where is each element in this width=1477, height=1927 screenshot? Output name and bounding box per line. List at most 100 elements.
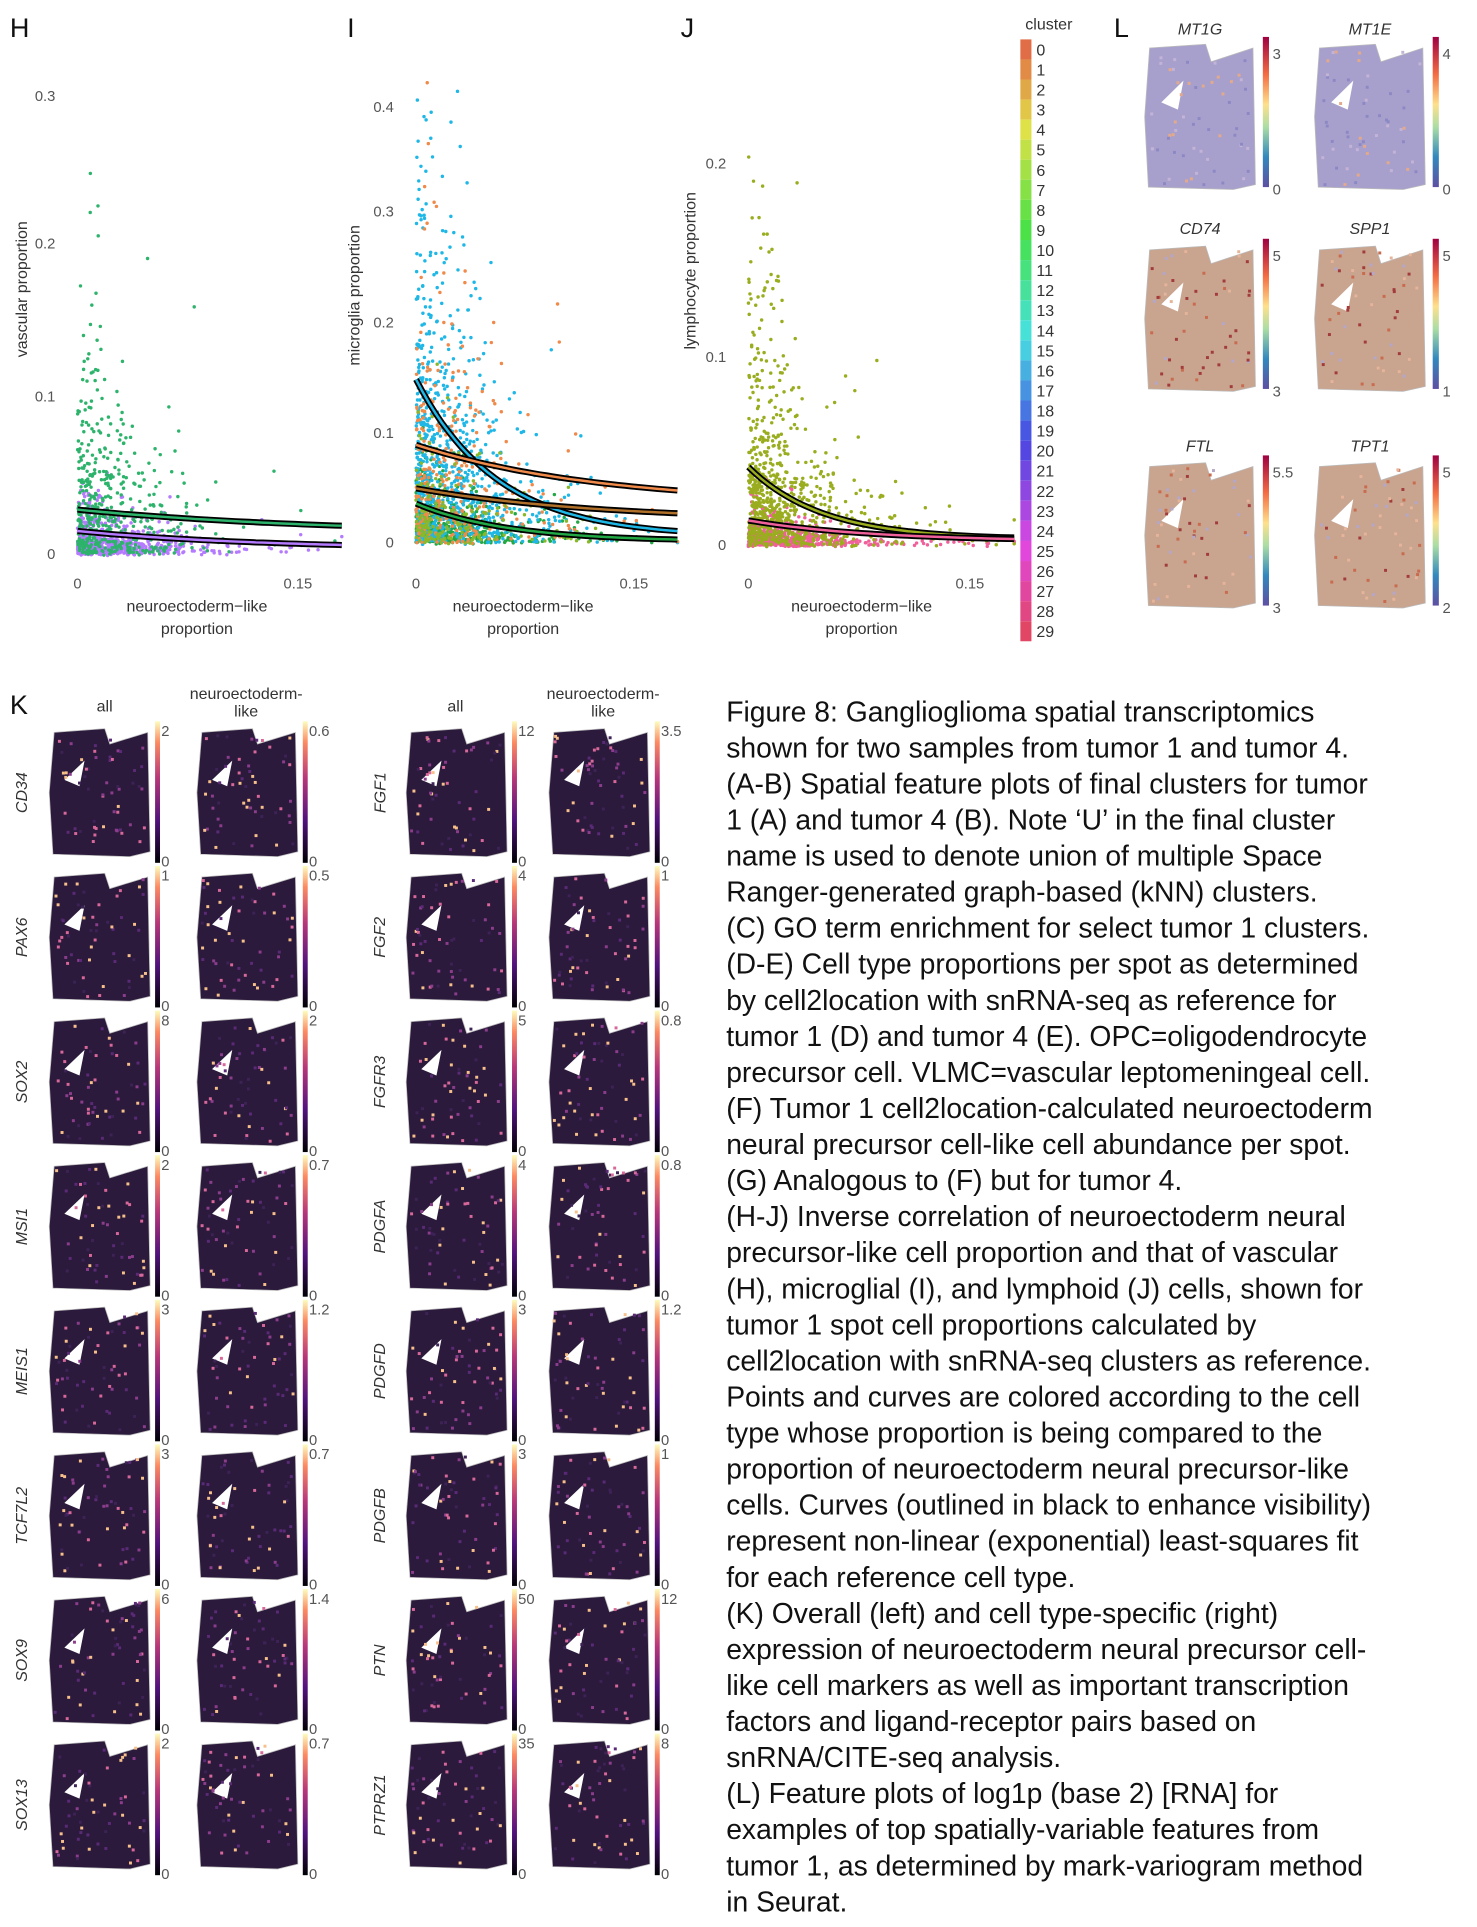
scatter-point [460, 464, 463, 467]
scatter-point [753, 358, 756, 361]
scatter-point [77, 479, 80, 482]
tissue-spot [1234, 329, 1237, 332]
scatter-point [152, 531, 155, 534]
scatter-point [821, 520, 824, 523]
tissue-spot [1198, 117, 1201, 120]
tissue-spot [1152, 600, 1155, 603]
scatter-point [457, 539, 460, 542]
scatter-point [535, 514, 538, 517]
tissue-spot [1334, 556, 1337, 559]
tissue-spot [1159, 62, 1162, 65]
scatter-point [92, 430, 95, 433]
scatter-point [857, 435, 860, 438]
scatter-point [443, 387, 446, 390]
scatter-point [432, 273, 435, 276]
scatter-point [104, 538, 107, 541]
scatter-point [415, 424, 418, 427]
scatter-point [418, 398, 421, 401]
x-tick-label: 0.15 [620, 576, 649, 592]
scatter-point [440, 541, 443, 544]
scatter-point [423, 541, 426, 544]
scatter-point [765, 516, 768, 519]
scatter-point [833, 438, 836, 441]
scatter-point [813, 494, 816, 497]
scatter-point [863, 506, 866, 509]
tissue-spot [1347, 78, 1350, 81]
scatter-point [139, 485, 142, 488]
scatter-point [451, 533, 454, 536]
gene-title: TPT1 [1350, 439, 1389, 456]
scatter-point [78, 538, 81, 541]
scatter-point [476, 484, 479, 487]
scatter-point [794, 520, 797, 523]
tissue-spot [1362, 266, 1365, 269]
scatter-point [872, 538, 875, 541]
legend-title: cluster [1025, 17, 1073, 34]
scatter-point [163, 547, 166, 550]
tissue-spot [1327, 536, 1330, 539]
scatter-point [513, 507, 516, 510]
scatter-point [454, 484, 457, 487]
scatter-point [416, 477, 419, 480]
scatter-point [176, 495, 179, 498]
scatter-point [761, 419, 764, 422]
scatter-point [82, 368, 85, 371]
tissue-spot [1351, 276, 1354, 279]
tissue-spot [1407, 575, 1410, 578]
scatter-point [117, 551, 120, 554]
tissue-spot [1364, 533, 1367, 536]
scatter-point [415, 156, 418, 159]
scatter-point [779, 414, 782, 417]
tissue-spot [1396, 468, 1399, 471]
scatter-point [748, 479, 751, 482]
scatter-point [81, 489, 84, 492]
scatter-point [929, 523, 932, 526]
scatter-point [463, 281, 466, 284]
scatter-point [421, 534, 424, 537]
tissue-spot [1202, 183, 1205, 186]
scatter-point [93, 547, 96, 550]
scatter-point [465, 512, 468, 515]
scatter-point [111, 550, 114, 553]
legend-swatch [1020, 160, 1031, 180]
tissue-spot [1346, 167, 1349, 170]
scatter-point [767, 471, 770, 474]
tissue-spot [1228, 101, 1231, 104]
scatter-point [84, 551, 87, 554]
scatter-point [435, 362, 438, 365]
scatter-point [149, 503, 152, 506]
tissue-spot [1375, 134, 1378, 137]
scatter-point [166, 552, 169, 555]
tissue-spot [1331, 380, 1334, 383]
scatter-point [770, 421, 773, 424]
tissue-spot [1247, 359, 1250, 362]
scatter-point [422, 429, 425, 432]
legend-label: 4 [1036, 123, 1045, 140]
tissue-spot [1188, 82, 1191, 85]
tissue-spot [1179, 528, 1182, 531]
scatter-point [447, 536, 450, 539]
scatter-point [443, 335, 446, 338]
scatter-point [125, 476, 128, 479]
scatter-point [441, 175, 444, 178]
scatter-point [117, 525, 120, 528]
scatter-point [752, 375, 755, 378]
tissue-spot [1403, 127, 1406, 130]
scatter-point [191, 549, 194, 552]
tissue-spot [1156, 148, 1159, 151]
tissue [1145, 246, 1256, 391]
scatter-point [799, 540, 802, 543]
scatter-point [432, 470, 435, 473]
scatter-point [454, 397, 457, 400]
tissue-spot [1167, 137, 1170, 140]
scatter-point [472, 529, 475, 532]
scatter-point [441, 229, 444, 232]
tissue-spot [1385, 505, 1388, 508]
tissue-spot [1338, 269, 1341, 272]
scatter-point [446, 497, 449, 500]
legend-label: 26 [1036, 564, 1054, 581]
scatter-point [168, 548, 171, 551]
scatter-point [493, 402, 496, 405]
tissue-spot [1326, 73, 1329, 76]
scatter-point [109, 475, 112, 478]
